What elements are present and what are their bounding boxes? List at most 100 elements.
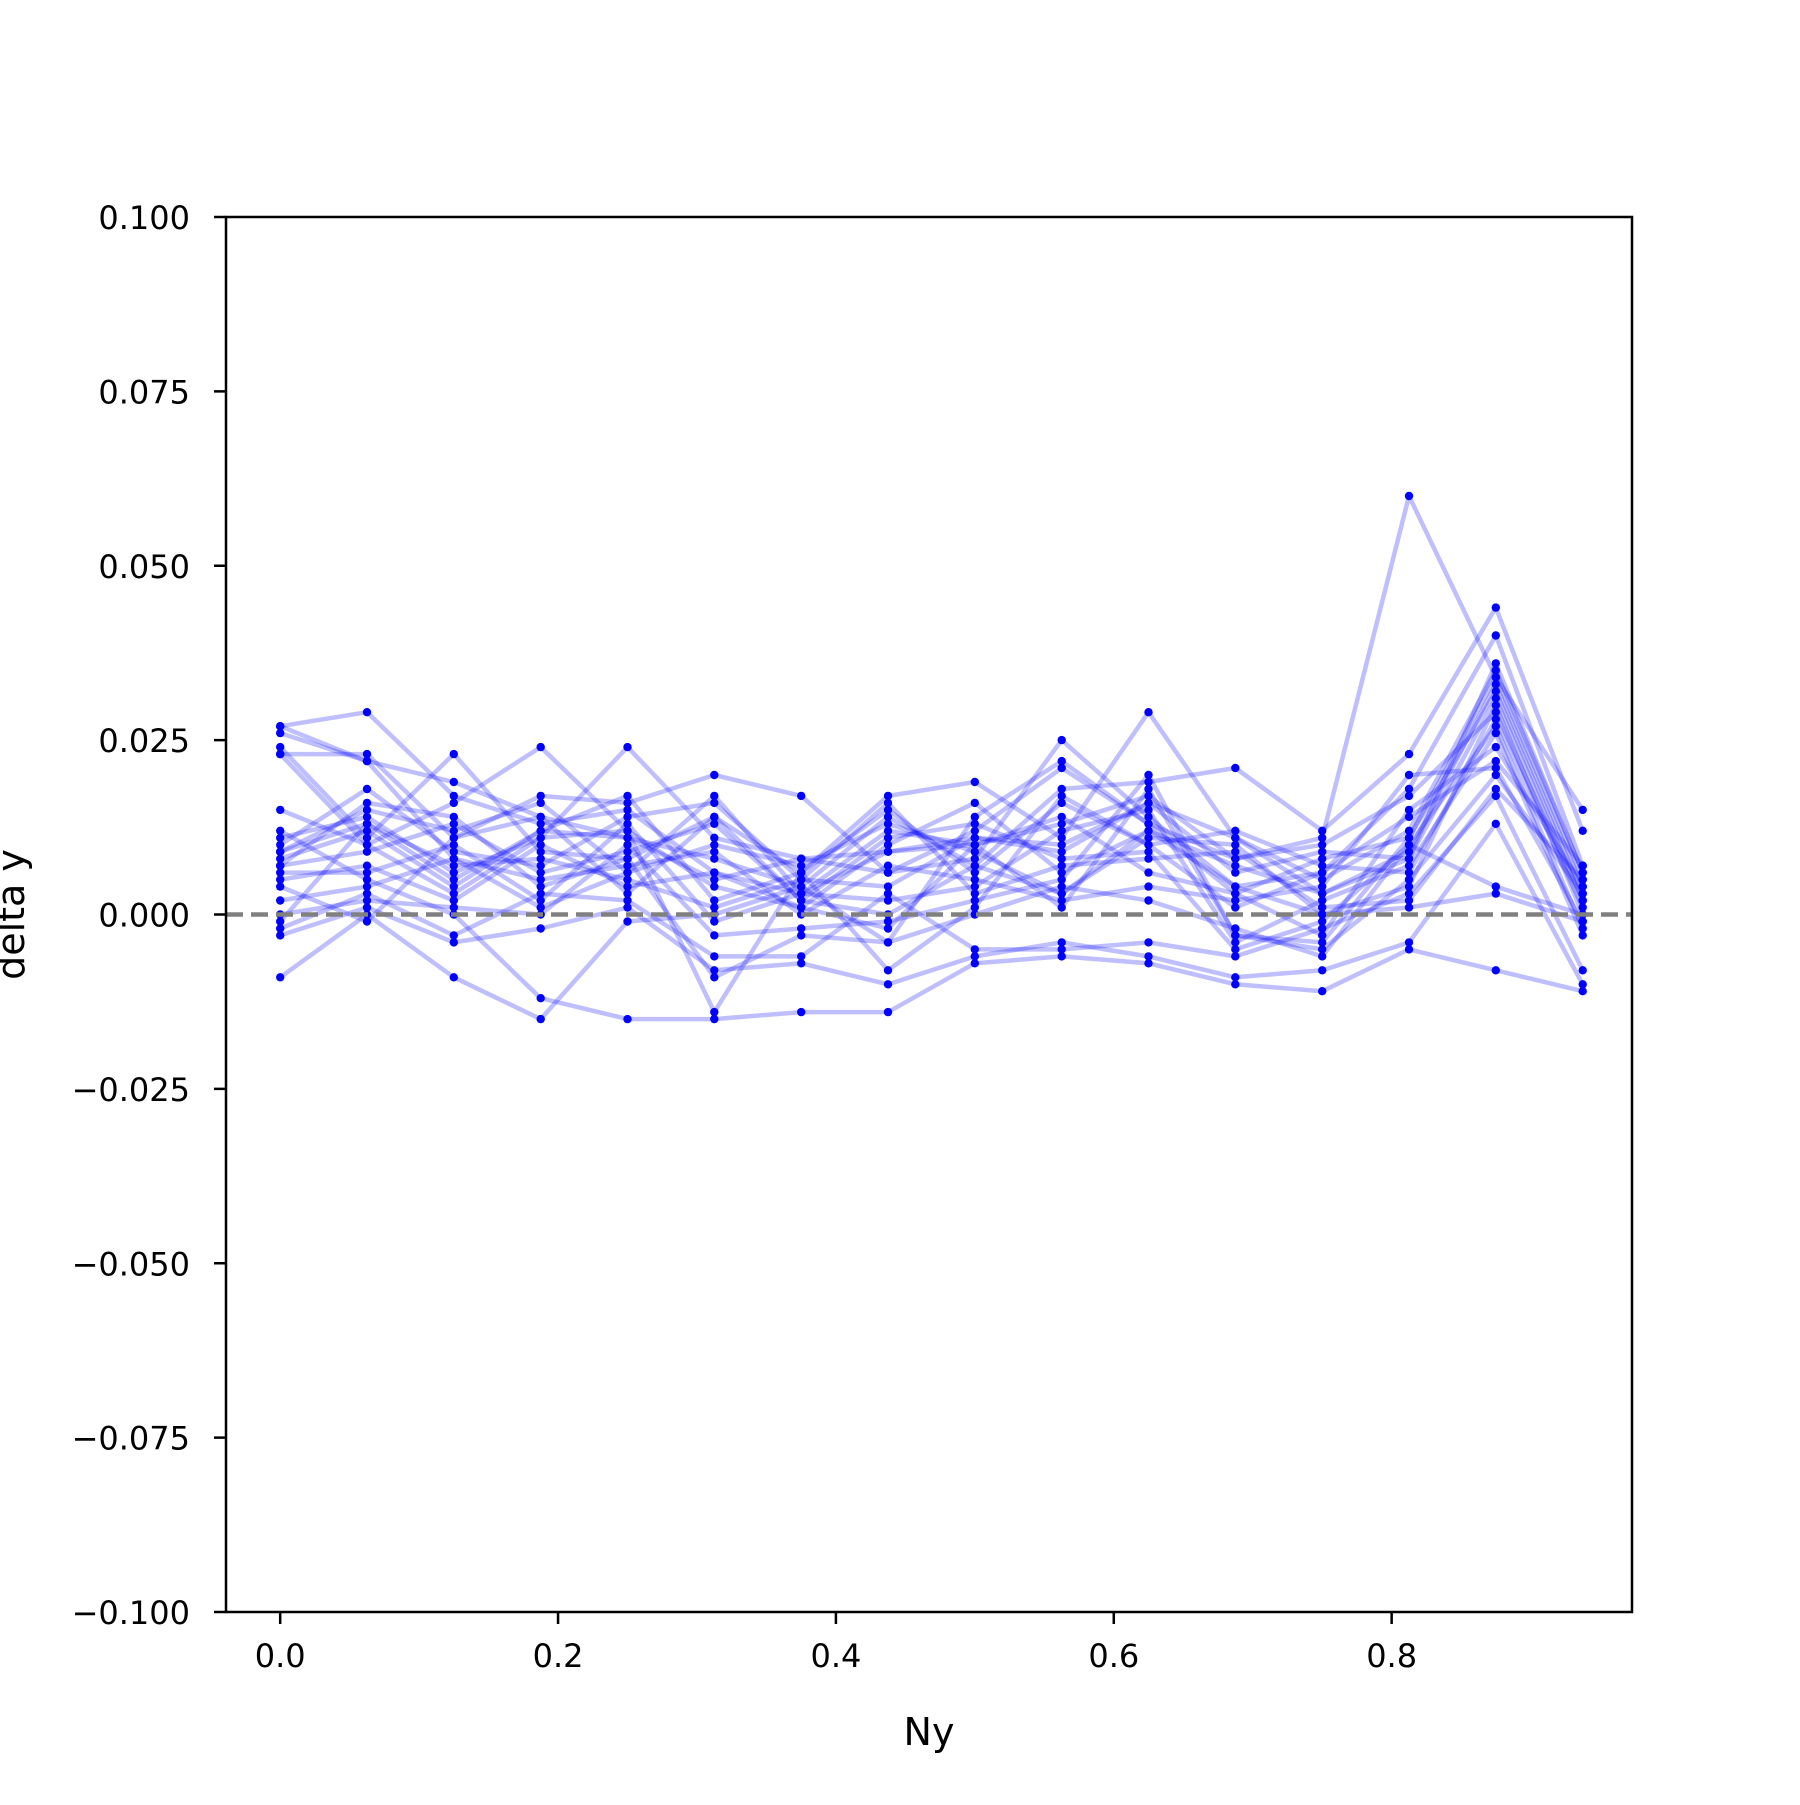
data-point [536, 1014, 545, 1024]
data-point [1144, 784, 1153, 794]
data-point [1404, 791, 1414, 801]
data-point [276, 805, 285, 815]
data-point [883, 840, 893, 849]
data-point [1404, 938, 1414, 947]
data-point [1404, 826, 1414, 835]
data-point [710, 917, 719, 926]
data-point [710, 833, 719, 842]
data-point [623, 791, 632, 801]
data-point [1404, 840, 1414, 849]
data-point [883, 924, 893, 933]
data-point [1231, 952, 1240, 961]
data-point [970, 847, 979, 856]
data-point [449, 798, 458, 808]
data-point [1057, 791, 1066, 801]
data-point [536, 798, 545, 808]
data-point [362, 826, 372, 835]
data-point [1144, 805, 1153, 815]
data-point [1318, 847, 1327, 856]
y-tick-label: 0.025 [98, 722, 190, 760]
data-point [1491, 603, 1501, 612]
y-tick-label: −0.025 [72, 1071, 190, 1109]
data-point [1144, 819, 1153, 828]
data-point [536, 924, 545, 933]
data-point [536, 791, 545, 801]
data-point [1057, 861, 1066, 870]
data-point [1491, 784, 1501, 794]
data-point [1578, 931, 1587, 940]
data-point [1318, 945, 1327, 954]
data-point [1318, 910, 1327, 919]
series-line-12 [279, 744, 1585, 938]
data-point [970, 777, 979, 787]
data-point [1318, 868, 1327, 877]
data-point [1491, 882, 1501, 891]
data-point [797, 959, 806, 968]
data-point [623, 840, 632, 849]
data-point [883, 819, 893, 828]
data-point [1057, 784, 1066, 794]
data-point [797, 875, 806, 884]
data-point [1318, 938, 1327, 947]
data-point [1578, 826, 1587, 835]
data-point [797, 868, 806, 877]
data-point [1491, 673, 1501, 682]
data-point [1144, 847, 1153, 856]
data-point [623, 847, 632, 856]
series-line-17 [279, 821, 1585, 987]
data-point [970, 952, 979, 961]
data-point [1144, 812, 1153, 822]
data-point [1404, 889, 1414, 898]
data-point [449, 847, 458, 856]
data-point [449, 833, 458, 842]
data-point [276, 896, 285, 905]
data-point [1578, 896, 1587, 905]
data-point [797, 924, 806, 933]
data-point [623, 798, 632, 808]
data-point [362, 798, 372, 808]
data-point [970, 861, 979, 870]
data-point [623, 826, 632, 835]
data-point [970, 854, 979, 863]
data-point [1404, 805, 1414, 815]
data-point [1404, 491, 1414, 501]
y-axis-ticks: 0.100 0.075 0.050 0.025 0.000 −0.025 −0.050 −0.… [72, 199, 226, 1632]
data-point [362, 896, 372, 905]
series-line-10 [279, 723, 1585, 952]
data-point [1578, 805, 1587, 815]
data-point [1404, 875, 1414, 884]
data-point [1491, 631, 1501, 640]
series-line-23 [279, 675, 1585, 945]
data-point [970, 798, 979, 808]
data-point [276, 882, 285, 891]
data-point [1404, 770, 1414, 780]
data-point [1491, 680, 1501, 689]
data-point [1057, 812, 1066, 822]
data-point [449, 819, 458, 828]
data-point [1404, 812, 1414, 822]
data-point [623, 889, 632, 898]
data-point [362, 819, 372, 828]
data-point [362, 756, 372, 766]
data-point [1318, 875, 1327, 884]
data-point [1491, 742, 1501, 752]
data-point [710, 1014, 719, 1024]
data-point [1144, 896, 1153, 905]
data-point [797, 791, 806, 801]
series-line-19 [279, 828, 1584, 1022]
data-point [1144, 708, 1153, 717]
series-line-1 [279, 493, 1585, 896]
data-point [536, 861, 545, 870]
data-point [1057, 756, 1066, 766]
data-point [1491, 791, 1501, 801]
data-point [797, 861, 806, 870]
data-point [1144, 868, 1153, 877]
data-point [1491, 966, 1501, 975]
data-point [1057, 938, 1066, 947]
data-point [970, 812, 979, 822]
data-point [623, 868, 632, 877]
data-point [1144, 777, 1153, 787]
data-point [536, 819, 545, 828]
data-point [623, 833, 632, 842]
